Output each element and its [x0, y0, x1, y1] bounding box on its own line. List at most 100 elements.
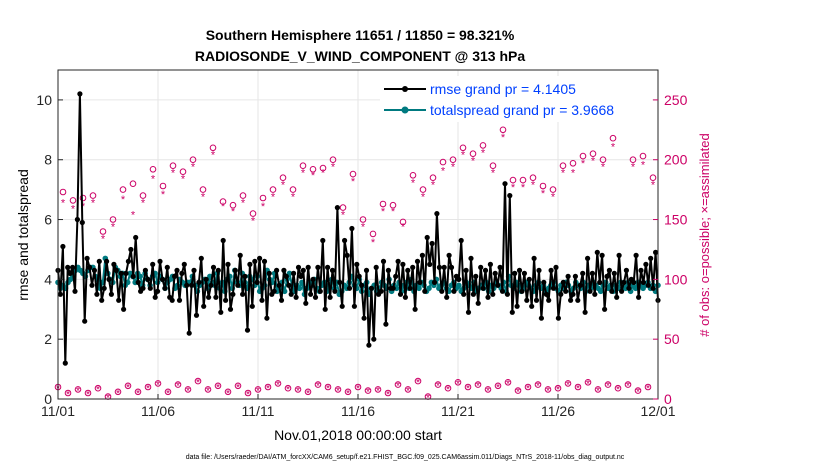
rmse-point — [346, 285, 353, 291]
rmse-point — [176, 297, 183, 303]
possible-obs-marker — [559, 162, 567, 169]
possible-obs-marker — [429, 174, 437, 181]
possible-obs-marker — [569, 160, 577, 167]
rmse-point — [317, 288, 323, 294]
possible-obs-marker — [184, 386, 192, 393]
assimilated-obs-marker: * — [341, 210, 346, 222]
possible-obs-marker — [554, 384, 562, 392]
rmse-point — [94, 291, 100, 297]
rmse-point — [427, 261, 433, 267]
assimilated-obs-marker: * — [526, 383, 531, 395]
possible-obs-marker — [344, 388, 352, 396]
possible-obs-marker — [239, 192, 247, 199]
possible-obs-marker — [59, 188, 67, 196]
rmse-point — [118, 270, 124, 276]
assimilated-obs-marker: * — [421, 192, 426, 204]
assimilated-obs-marker: * — [266, 383, 271, 395]
rmse-point — [599, 252, 605, 258]
possible-obs-marker — [74, 386, 82, 393]
rmse-point — [373, 264, 379, 270]
y-axis-label: rmse and totalspread — [15, 169, 31, 301]
rmse-point — [407, 285, 413, 291]
possible-obs-marker — [94, 384, 102, 392]
possible-obs-marker — [529, 174, 537, 181]
assimilated-obs-marker: * — [296, 385, 301, 397]
assimilated-obs-marker: * — [576, 383, 581, 395]
rmse-point — [570, 291, 576, 297]
assimilated-obs-markers: * * * * * * * * * * * * * * * * * * * * * * * * * * * * * * * * * * * * * * * *… — [56, 108, 656, 405]
rmse-point — [640, 279, 647, 285]
assimilated-obs-marker: * — [101, 234, 106, 246]
rmse-point — [356, 273, 362, 279]
rmse-point — [254, 279, 260, 285]
rmse-point — [193, 312, 200, 318]
assimilated-obs-marker: * — [361, 222, 366, 234]
possible-obs-marker — [144, 383, 152, 391]
rmse-point — [553, 264, 559, 270]
legend-spread-label: totalspread grand pr = 3.9668 — [430, 102, 614, 118]
possible-obs-marker — [604, 381, 612, 388]
possible-obs-marker — [169, 162, 177, 169]
possible-obs-marker — [524, 383, 532, 391]
rmse-point — [320, 237, 326, 244]
assimilated-obs-marker: * — [131, 210, 136, 222]
possible-obs-marker — [164, 388, 172, 396]
rmse-point — [475, 300, 481, 306]
possible-obs-marker — [564, 380, 572, 387]
possible-obs-marker — [489, 162, 497, 169]
rmse-point — [495, 282, 501, 288]
totalspread-point — [426, 285, 432, 292]
rmse-point — [602, 306, 608, 312]
assimilated-obs-marker: * — [376, 385, 381, 397]
assimilated-obs-marker: * — [336, 385, 341, 397]
rmse-point — [514, 303, 520, 309]
possible-obs-marker — [124, 382, 132, 390]
possible-obs-marker — [644, 383, 652, 391]
rmse-point — [227, 306, 234, 312]
rmse-point — [230, 291, 236, 297]
assimilated-obs-marker: * — [86, 389, 91, 401]
rmse-point — [614, 294, 620, 300]
possible-obs-marker — [284, 384, 292, 392]
possible-obs-marker — [594, 386, 602, 393]
rmse-point — [393, 273, 399, 279]
assimilated-obs-marker: * — [486, 385, 491, 397]
rmse-point — [308, 291, 314, 297]
rmse-point — [135, 279, 141, 285]
rmse-point — [526, 276, 532, 282]
rmse-point — [463, 267, 469, 273]
x-tick-label: 11/16 — [341, 403, 375, 419]
rmse-point — [371, 336, 377, 342]
rmse-point — [405, 267, 411, 273]
rmse-point — [252, 258, 258, 264]
assimilated-obs-marker: * — [76, 385, 81, 397]
rmse-point — [264, 315, 270, 321]
possible-obs-marker — [334, 386, 342, 393]
possible-obs-marker — [314, 381, 322, 388]
rmse-point — [77, 91, 83, 97]
rmse-point — [191, 267, 197, 273]
rmse-point — [310, 276, 316, 282]
possible-obs-marker — [539, 182, 547, 190]
chart-title: Southern Hemisphere 11651 / 11850 = 98.3… — [206, 27, 515, 43]
possible-obs-marker — [174, 381, 182, 388]
assimilated-obs-marker: * — [541, 188, 546, 200]
possible-obs-marker — [434, 381, 442, 388]
rmse-point — [451, 288, 457, 294]
rmse-point — [189, 282, 195, 288]
rmse-point — [502, 181, 508, 187]
rmse-point — [623, 267, 630, 273]
assimilated-obs-marker: * — [401, 222, 406, 234]
rmse-point — [172, 273, 178, 279]
assimilated-obs-marker: * — [506, 378, 511, 390]
x-tick-label: 11/26 — [541, 403, 575, 419]
rmse-point — [585, 255, 591, 261]
possible-obs-marker — [414, 377, 422, 385]
assimilated-obs-marker: * — [636, 387, 641, 399]
possible-obs-marker — [534, 381, 542, 388]
rmse-point — [271, 288, 277, 294]
assimilated-obs-marker: * — [456, 378, 461, 390]
possible-obs-marker — [509, 176, 517, 184]
rmse-point — [536, 267, 542, 273]
rmse-point — [145, 276, 151, 282]
